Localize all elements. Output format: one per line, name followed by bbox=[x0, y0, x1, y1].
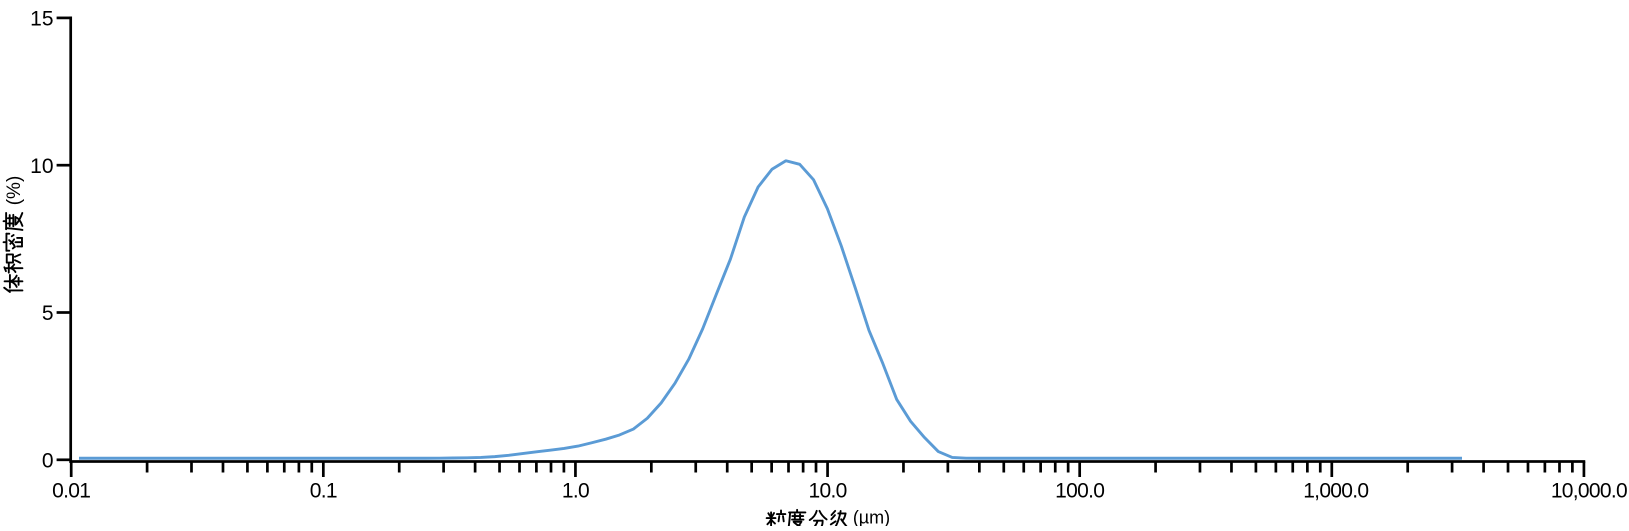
svg-text:15: 15 bbox=[30, 8, 53, 31]
svg-text:(%): (%) bbox=[4, 176, 25, 206]
svg-text:0.1: 0.1 bbox=[310, 479, 337, 502]
svg-text:0.01: 0.01 bbox=[52, 479, 90, 502]
svg-text:(µm): (µm) bbox=[853, 508, 890, 527]
svg-text:10: 10 bbox=[30, 155, 53, 178]
svg-text:1,000.0: 1,000.0 bbox=[1303, 479, 1368, 502]
svg-text:10.0: 10.0 bbox=[809, 479, 847, 502]
svg-text:100.0: 100.0 bbox=[1055, 479, 1104, 502]
svg-text:5: 5 bbox=[42, 302, 54, 325]
svg-text:0: 0 bbox=[42, 449, 54, 472]
svg-text:1.0: 1.0 bbox=[562, 479, 589, 502]
svg-text:10,000.0: 10,000.0 bbox=[1551, 479, 1627, 502]
